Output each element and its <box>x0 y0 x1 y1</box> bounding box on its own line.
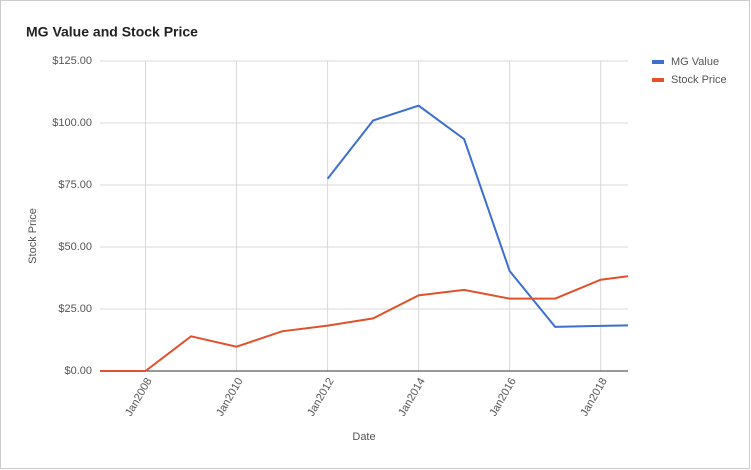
series-line <box>326 104 629 328</box>
x-axis-label: Date <box>352 431 375 443</box>
y-tick-label: $25.00 <box>58 303 92 315</box>
y-tick-label: $100.00 <box>52 117 92 129</box>
legend-label: Stock Price <box>671 74 727 86</box>
y-tick-label: $125.00 <box>52 55 92 67</box>
y-tick-label: $75.00 <box>58 179 92 191</box>
legend-swatch <box>652 78 664 82</box>
chart-title: MG Value and Stock Price <box>26 24 198 40</box>
legend-swatch <box>652 60 664 64</box>
y-tick-label: $0.00 <box>64 365 92 377</box>
y-tick-label: $50.00 <box>58 241 92 253</box>
legend-label: MG Value <box>671 56 719 68</box>
y-axis-label: Stock Price <box>27 208 39 264</box>
series-line <box>100 275 629 372</box>
